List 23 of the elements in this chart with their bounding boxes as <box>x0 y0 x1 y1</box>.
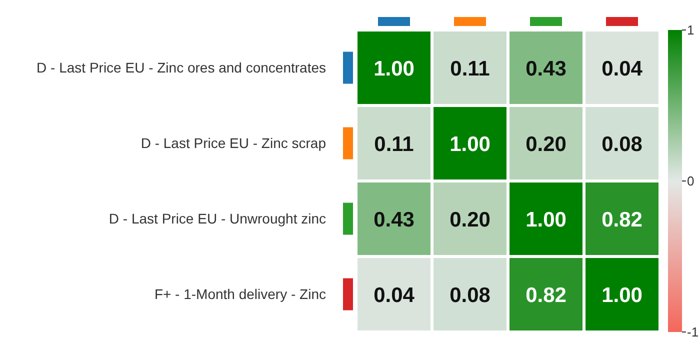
data-label: 0.04 <box>374 284 415 307</box>
data-label: 1.00 <box>602 284 642 307</box>
data-label: 0.82 <box>526 284 566 307</box>
color-bar-label: 0 <box>687 174 694 189</box>
data-label: 0.11 <box>450 57 490 80</box>
data-label: 1.00 <box>526 208 566 232</box>
y-tick-label: F+ - 1-Month delivery - Zinc <box>154 286 326 302</box>
data-label: 0.43 <box>374 208 414 232</box>
data-label: 0.20 <box>526 132 566 156</box>
data-label: 0.08 <box>450 284 491 307</box>
color-bar-label: -1 <box>687 324 699 340</box>
y-tick-label: D - Last Price EU - Zinc scrap <box>140 135 326 152</box>
data-label: 0.43 <box>526 57 566 80</box>
data-label: 1.00 <box>374 57 414 80</box>
data-label: 1.00 <box>450 132 490 156</box>
data-label: 0.82 <box>602 208 642 232</box>
y-tick-label: D - Last Price EU - Unwrought zinc <box>108 210 326 227</box>
data-label: 0.20 <box>450 208 490 232</box>
data-label: 0.08 <box>602 132 643 156</box>
y-tick-label: D - Last Price EU - Zinc ores and concentrates <box>36 60 326 76</box>
data-label: 0.04 <box>602 57 643 80</box>
color-bar-label: 1 <box>687 22 694 38</box>
data-label: 0.11 <box>374 132 414 156</box>
